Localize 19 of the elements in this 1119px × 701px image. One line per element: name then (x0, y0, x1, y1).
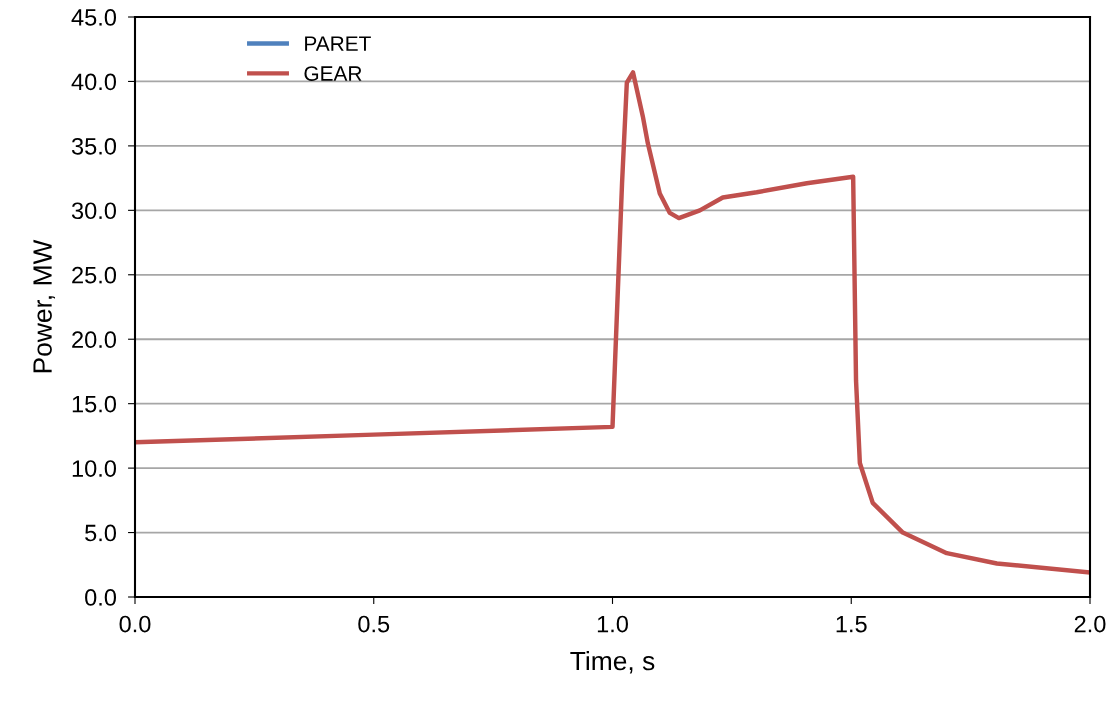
x-tick-label: 0.5 (358, 615, 390, 633)
y-tick-label: 45.0 (71, 9, 117, 26)
x-tick-label: 2.0 (1074, 615, 1106, 633)
y-tick-label: 20.0 (72, 331, 117, 349)
y-tick-label: 40.0 (71, 73, 117, 91)
x-tick-label: 1.0 (597, 615, 628, 633)
y-tick-label: 15.0 (72, 395, 117, 413)
y-tick-label: 10.0 (72, 460, 117, 477)
y-tick-label: 0.0 (85, 589, 117, 606)
y-axis-title: Power, MW (33, 239, 56, 373)
x-tick-label: 0.0 (119, 615, 151, 633)
legend-label: GEAR (304, 66, 362, 81)
y-tick-label: 35.0 (71, 137, 117, 155)
x-axis-title: Time, s (570, 650, 655, 674)
y-tick-label: 5.0 (85, 524, 117, 542)
legend-label: PARET (305, 36, 371, 51)
y-tick-label: 30.0 (71, 202, 117, 220)
y-tick-label: 25.0 (72, 266, 117, 284)
x-tick-label: 1.5 (836, 615, 867, 633)
